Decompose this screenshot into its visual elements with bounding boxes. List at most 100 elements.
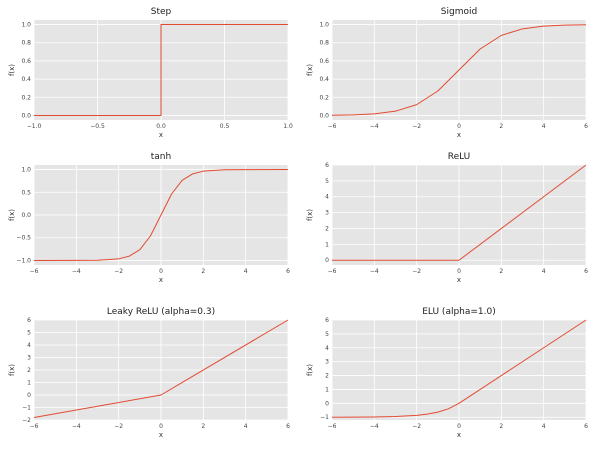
- subplot-elu: −6 −4 −2 0 2 4 6 −1 0 1 2 3 4 5 6 ELU (alpha=1.0) x f(x): [306, 307, 588, 439]
- series-line: [331, 24, 587, 116]
- x-tick-label: 2: [201, 268, 205, 275]
- subplot-relu: −6 −4 −2 0 2 4 6 0 1 2 3 4 5 6 ReLU x f(x): [306, 152, 588, 284]
- y-tick-label: −0.5: [16, 235, 31, 242]
- y-tick-label: 0: [325, 400, 329, 407]
- y-tick-label: 3: [27, 355, 31, 362]
- x-tick-label: 4: [542, 268, 546, 275]
- x-tick-label: −1.0: [27, 123, 42, 130]
- chart-title: Step: [151, 7, 172, 17]
- x-tick-label: 6: [584, 268, 588, 275]
- y-tick-label: 0.8: [21, 40, 31, 47]
- x-tick-label: 0: [457, 268, 461, 275]
- x-tick-label: 4: [244, 268, 248, 275]
- y-tick-label: 2: [325, 373, 329, 380]
- y-tick-label: 0.6: [319, 58, 329, 65]
- y-tick-label: 6: [325, 162, 329, 169]
- y-tick-label: 1.0: [319, 22, 329, 29]
- series-line: [33, 169, 289, 261]
- x-tick-label: −4: [72, 423, 81, 430]
- y-axis-label: f(x): [306, 209, 314, 221]
- x-tick-label: 4: [542, 123, 546, 130]
- y-tick-label: −1: [320, 414, 329, 421]
- x-tick-label: −6: [30, 268, 39, 275]
- x-tick-label: 0: [159, 423, 163, 430]
- chart-title: ReLU: [448, 152, 471, 162]
- x-tick-label: −4: [370, 423, 379, 430]
- y-axis-label: f(x): [306, 64, 314, 76]
- y-tick-label: 0: [325, 257, 329, 264]
- subplot-leaky_relu: −6 −4 −2 0 2 4 6 −2 −1 0 1 2 3 4 5 6 Leaky ReLU (alpha=0…: [8, 307, 290, 439]
- chart-title: tanh: [151, 152, 171, 162]
- x-tick-label: −2: [412, 268, 421, 275]
- x-tick-label: 0: [159, 268, 163, 275]
- x-tick-label: −6: [30, 423, 39, 430]
- x-tick-label: −2: [412, 423, 421, 430]
- y-axis-label: f(x): [8, 64, 16, 76]
- y-tick-label: 1: [325, 386, 329, 393]
- x-tick-label: 4: [244, 423, 248, 430]
- y-tick-label: −1.0: [16, 257, 31, 264]
- x-tick-label: 2: [201, 423, 205, 430]
- y-axis-label: f(x): [8, 364, 16, 376]
- x-axis-label: x: [457, 276, 461, 284]
- y-tick-label: 4: [325, 345, 329, 352]
- y-tick-label: 0: [27, 392, 31, 399]
- series-line: [34, 24, 288, 116]
- y-tick-label: −1: [22, 405, 31, 412]
- y-tick-label: 0.4: [319, 76, 329, 83]
- x-tick-label: 2: [499, 423, 503, 430]
- y-tick-label: 0.4: [21, 76, 31, 83]
- x-axis-label: x: [159, 276, 163, 284]
- x-tick-label: 6: [286, 423, 290, 430]
- y-tick-label: 5: [325, 178, 329, 185]
- y-tick-label: −2: [22, 417, 31, 424]
- x-tick-label: −0.5: [90, 123, 105, 130]
- subplot-sigmoid: −6 −4 −2 0 2 4 6 0.0 0.2 0.4 0.6 0.8 1.0 Sigmoid x f(x): [306, 7, 588, 139]
- x-tick-label: −4: [370, 123, 379, 130]
- y-tick-label: 1: [27, 380, 31, 387]
- y-tick-label: 5: [27, 330, 31, 337]
- x-axis-label: x: [457, 431, 461, 439]
- x-tick-label: 0.0: [156, 123, 166, 130]
- subplot-step: −1.0 −0.5 0.0 0.5 1.0 0.0 0.2 0.4 0.6 0.8 1.0 Step x…: [8, 7, 293, 139]
- x-tick-label: −2: [412, 123, 421, 130]
- chart-title: Sigmoid: [441, 7, 477, 17]
- y-tick-label: 0.0: [21, 212, 31, 219]
- y-tick-label: 0.2: [319, 94, 329, 101]
- y-tick-label: 6: [325, 317, 329, 324]
- x-axis-label: x: [159, 431, 163, 439]
- x-tick-label: −6: [328, 123, 337, 130]
- x-tick-label: 0.5: [220, 123, 230, 130]
- series-line: [331, 319, 587, 418]
- x-tick-label: 0: [457, 123, 461, 130]
- y-tick-label: 5: [325, 331, 329, 338]
- x-tick-label: −6: [328, 268, 337, 275]
- x-tick-label: 1.0: [283, 123, 293, 130]
- x-tick-label: 6: [584, 423, 588, 430]
- y-tick-label: 0.6: [21, 58, 31, 65]
- x-tick-label: −2: [114, 423, 123, 430]
- y-tick-label: 0.5: [21, 189, 31, 196]
- y-axis-label: f(x): [306, 364, 314, 376]
- x-tick-label: 4: [542, 423, 546, 430]
- y-tick-label: 3: [325, 359, 329, 366]
- subplot-tanh: −6 −4 −2 0 2 4 6 −1.0 −0.5 0.0 0.5 1.0 tanh x f(x): [8, 152, 290, 284]
- y-tick-label: 0.8: [319, 40, 329, 47]
- chart-title: ELU (alpha=1.0): [422, 307, 496, 317]
- x-tick-label: 6: [584, 123, 588, 130]
- x-tick-label: −4: [72, 268, 81, 275]
- y-tick-label: 0.2: [21, 94, 31, 101]
- x-tick-label: −2: [114, 268, 123, 275]
- y-tick-label: 2: [325, 225, 329, 232]
- y-tick-label: 1.0: [21, 167, 31, 174]
- y-tick-label: 1: [325, 241, 329, 248]
- y-tick-label: 2: [27, 367, 31, 374]
- y-tick-label: 0.0: [21, 112, 31, 119]
- x-tick-label: 0: [457, 423, 461, 430]
- y-tick-label: 1.0: [21, 22, 31, 29]
- y-tick-label: 4: [27, 342, 31, 349]
- y-tick-label: 3: [325, 210, 329, 217]
- y-tick-label: 4: [325, 194, 329, 201]
- y-axis-label: f(x): [8, 209, 16, 221]
- x-tick-label: 2: [499, 123, 503, 130]
